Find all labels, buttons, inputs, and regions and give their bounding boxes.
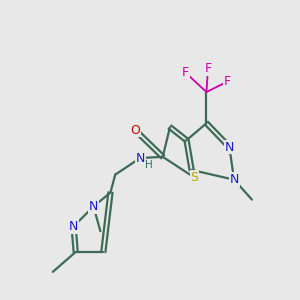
- Text: F: F: [224, 75, 231, 88]
- Text: S: S: [190, 171, 199, 184]
- Text: N: N: [230, 173, 239, 186]
- Text: F: F: [204, 62, 211, 75]
- Text: F: F: [182, 66, 189, 79]
- Text: H: H: [145, 160, 152, 170]
- Text: N: N: [69, 220, 78, 233]
- Text: N: N: [225, 140, 234, 154]
- Text: N: N: [89, 200, 98, 213]
- Text: O: O: [130, 124, 140, 136]
- Text: N: N: [136, 152, 145, 164]
